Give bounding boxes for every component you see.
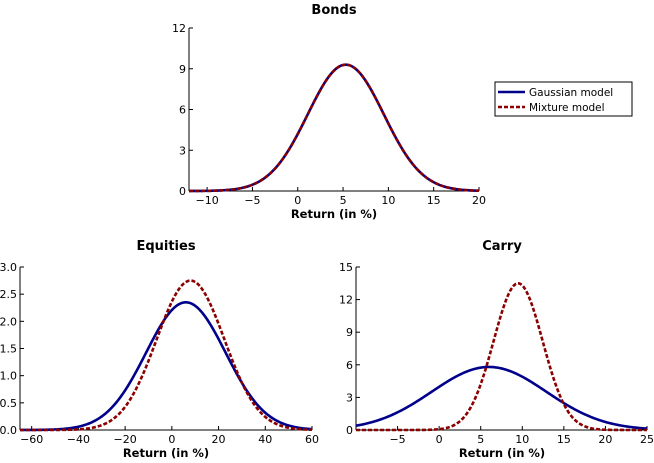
carry-x-tick-label: 25: [640, 433, 654, 446]
bonds-y-tick-label: 6: [179, 104, 186, 117]
legend-label-gaussian: Gaussian model: [529, 87, 613, 99]
equities-x-tick-label: 40: [258, 433, 272, 446]
bonds-x-tick-label: 10: [381, 194, 395, 207]
carry-x-tick-label: 0: [436, 433, 443, 446]
equities-y-tick-label: 0.0: [0, 424, 17, 437]
bonds-x-tick-label: 5: [340, 194, 347, 207]
bonds-x-tick-label: 0: [294, 194, 301, 207]
bonds-title: Bonds: [311, 3, 356, 18]
equities-y-tick-label: 1.0: [0, 370, 17, 383]
equities-y-tick-label: 3.0: [0, 261, 17, 274]
equities-x-tick-label: 0: [168, 433, 175, 446]
carry-series-gaussian: [355, 365, 648, 430]
equities-series-mixture: [20, 279, 313, 432]
equities-x-tick-label: −40: [67, 433, 90, 446]
carry-y-tick-label: 3: [346, 391, 353, 404]
carry-y-tick-label: 15: [339, 261, 353, 274]
carry-y-tick-label: 12: [339, 294, 353, 307]
bonds-y-tick-label: 12: [172, 22, 186, 35]
carry-y-tick-label: 6: [346, 359, 353, 372]
equities-xlabel: Return (in %): [123, 446, 209, 460]
equities-y-tick-label: 0.5: [0, 397, 17, 410]
carry-x-tick-label: 10: [515, 433, 529, 446]
legend-label-mixture: Mixture model: [529, 102, 605, 114]
legend: Gaussian model Mixture model: [494, 81, 633, 117]
carry-x-tick-label: 15: [557, 433, 571, 446]
equities-y-tick-label: 2.5: [0, 288, 17, 301]
carry-y-tick-label: 0: [346, 424, 353, 437]
bonds-y-tick-label: 0: [179, 185, 186, 198]
bonds-y-tick-label: 3: [179, 144, 186, 157]
equities-title: Equities: [136, 239, 195, 254]
bonds-series-gaussian: [189, 63, 480, 193]
equities-y-tick-label: 2.0: [0, 315, 17, 328]
carry-xlabel: Return (in %): [459, 446, 545, 460]
bonds-x-tick-label: −10: [196, 194, 219, 207]
equities-y-tick-label: 1.5: [0, 343, 17, 356]
carry-panel: Carry Return (in %) −5 0 5 10 15 20 25 0 3 6 9 12 15: [339, 239, 654, 460]
bonds-xlabel: Return (in %): [291, 207, 377, 221]
equities-x-tick-label: −20: [114, 433, 137, 446]
bonds-x-tick-label: 20: [472, 194, 486, 207]
bonds-y-tick-label: 9: [179, 63, 186, 76]
carry-y-tick-label: 9: [346, 326, 353, 339]
bonds-x-tick-label: −5: [244, 194, 260, 207]
legend-box: [494, 81, 633, 117]
equities-x-tick-label: 60: [305, 433, 319, 446]
carry-x-tick-label: −5: [389, 433, 405, 446]
bonds-x-tick-label: 15: [427, 194, 441, 207]
bonds-panel: Bonds Return (in %) −10 −5 0 5 10 15 20 0 3 6 9 12: [172, 3, 486, 221]
carry-x-tick-label: 20: [598, 433, 612, 446]
carry-x-tick-label: 5: [477, 433, 484, 446]
carry-title: Carry: [482, 239, 522, 254]
carry-series-mixture: [356, 282, 647, 432]
bonds-series-mixture: [189, 63, 480, 193]
equities-panel: Equities Return (in %) −60 −40 −20 0 20 40 60 0…: [0, 239, 319, 460]
equities-series-gaussian: [20, 301, 313, 432]
equities-x-tick-label: −60: [20, 433, 43, 446]
equities-x-tick-label: 20: [212, 433, 226, 446]
